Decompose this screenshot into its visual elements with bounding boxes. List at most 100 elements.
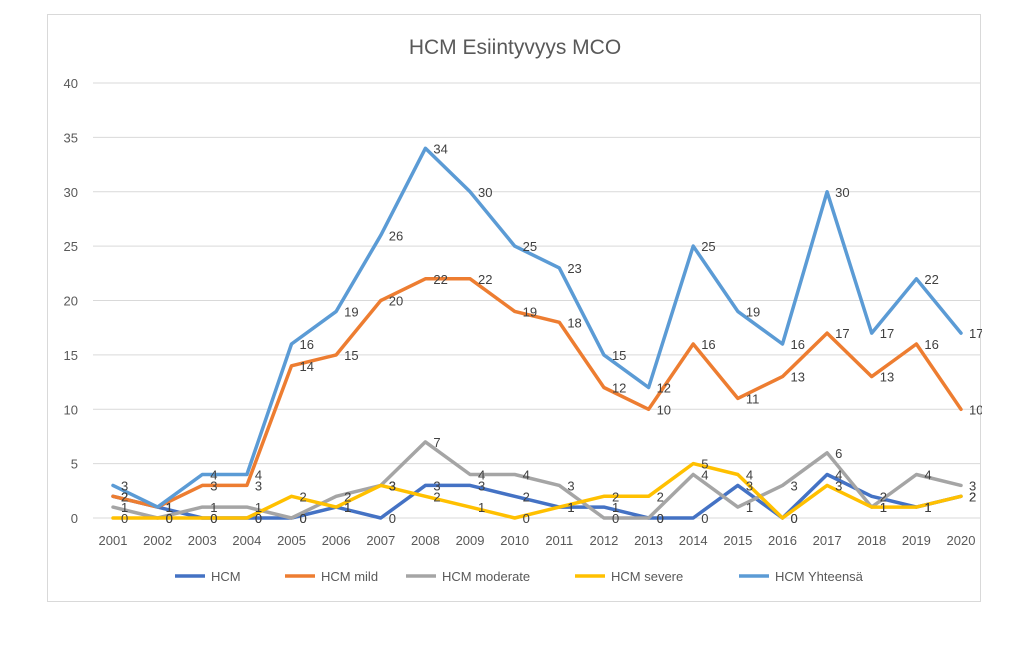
data-label: 3 (746, 478, 753, 493)
data-label: 1 (344, 500, 351, 515)
data-label: 2 (657, 489, 664, 504)
data-label: 19 (746, 304, 760, 319)
x-tick-label: 2004 (232, 533, 261, 548)
data-label: 0 (210, 511, 217, 526)
data-label: 4 (701, 468, 708, 483)
data-label: 4 (523, 468, 530, 483)
data-label: 34 (433, 141, 447, 156)
y-tick-label: 10 (64, 402, 78, 417)
data-label: 0 (790, 511, 797, 526)
data-label: 1 (880, 500, 887, 515)
legend: HCM HCM mild HCM moderate HCM severe HCM Yht… (175, 569, 864, 584)
data-label: 2 (433, 489, 440, 504)
y-tick-label: 30 (64, 185, 78, 200)
data-label: 1 (567, 500, 574, 515)
data-label: 0 (523, 511, 530, 526)
data-label: 3 (835, 478, 842, 493)
data-label: 22 (478, 272, 492, 287)
data-label: 16 (300, 337, 314, 352)
data-label: 0 (300, 511, 307, 526)
data-label: 0 (121, 511, 128, 526)
y-tick-label: 40 (64, 76, 78, 91)
series-lines (111, 146, 963, 520)
x-tick-label: 2014 (679, 533, 708, 548)
y-tick-label: 15 (64, 348, 78, 363)
series-line-hcm-mild (111, 277, 963, 509)
data-label: 4 (478, 468, 485, 483)
data-label: 14 (300, 359, 314, 374)
x-tick-label: 2009 (456, 533, 485, 548)
data-label: 19 (344, 304, 358, 319)
data-label: 4 (255, 468, 262, 483)
y-tick-label: 35 (64, 130, 78, 145)
data-label: 22 (433, 272, 447, 287)
data-label: 2 (121, 489, 128, 504)
data-label: 1 (746, 500, 753, 515)
data-label: 7 (433, 435, 440, 450)
data-label: 4 (835, 468, 842, 483)
data-label: 11 (746, 391, 760, 406)
data-label: 17 (835, 326, 849, 341)
data-label: 3 (433, 478, 440, 493)
data-label: 4 (746, 468, 753, 483)
x-tick-label: 2010 (500, 533, 529, 548)
x-tick-label: 2017 (813, 533, 842, 548)
x-tick-label: 2016 (768, 533, 797, 548)
data-label: 2 (121, 489, 128, 504)
x-tick-label: 2008 (411, 533, 440, 548)
data-label: 30 (835, 185, 849, 200)
data-label: 15 (612, 348, 626, 363)
data-label: 13 (790, 370, 804, 385)
x-tick-label: 2002 (143, 533, 172, 548)
legend-label: HCM Yhteensä (775, 569, 864, 584)
data-label: 12 (657, 381, 671, 396)
data-label: 0 (657, 511, 664, 526)
data-label: 0 (657, 511, 664, 526)
data-label: 3 (121, 478, 128, 493)
x-tick-label: 2012 (589, 533, 618, 548)
data-label: 18 (567, 315, 581, 330)
chart-title: HCM Esiintyvyys MCO (409, 36, 621, 59)
x-tick-label: 2001 (99, 533, 128, 548)
data-label: 1 (255, 500, 262, 515)
data-label: 25 (523, 239, 537, 254)
data-label: 4 (210, 468, 217, 483)
y-tick-label: 5 (71, 457, 78, 472)
legend-label: HCM (211, 569, 241, 584)
data-label: 2 (344, 489, 351, 504)
x-tick-label: 2007 (366, 533, 395, 548)
data-label: 3 (478, 478, 485, 493)
data-label: 23 (567, 261, 581, 276)
data-label: 1 (210, 500, 217, 515)
data-label: 16 (701, 337, 715, 352)
data-label: 20 (389, 294, 403, 309)
data-label: 1 (612, 500, 619, 515)
chart-frame: HCM Esiintyvyys MCO 0 5 10 15 20 25 30 35 40 200… (47, 14, 984, 602)
data-label: 0 (300, 511, 307, 526)
data-label: 12 (612, 381, 626, 396)
x-tick-label: 2018 (857, 533, 886, 548)
data-label: 2 (523, 489, 530, 504)
legend-label: HCM moderate (442, 569, 530, 584)
data-label: 3 (210, 478, 217, 493)
data-label: 5 (701, 457, 708, 472)
data-label: 19 (523, 304, 537, 319)
legend-label: HCM mild (321, 569, 378, 584)
x-tick-label: 2013 (634, 533, 663, 548)
series-line-hcm (111, 472, 963, 520)
x-tick-label: 2015 (723, 533, 752, 548)
data-label: 1 (166, 500, 173, 515)
gridlines (93, 82, 981, 519)
data-label: 0 (255, 511, 262, 526)
series-line-hcm-yhteensä (111, 146, 963, 509)
data-label: 4 (924, 468, 931, 483)
x-axis-ticks: 2001 2002 2003 2004 2005 2006 2007 2008 2009 2010… (99, 533, 976, 548)
data-label: 16 (790, 337, 804, 352)
data-label: 10 (657, 402, 671, 417)
data-label: 17 (880, 326, 894, 341)
data-label: 6 (835, 446, 842, 461)
x-tick-label: 2011 (545, 533, 573, 548)
data-label: 1 (344, 500, 351, 515)
